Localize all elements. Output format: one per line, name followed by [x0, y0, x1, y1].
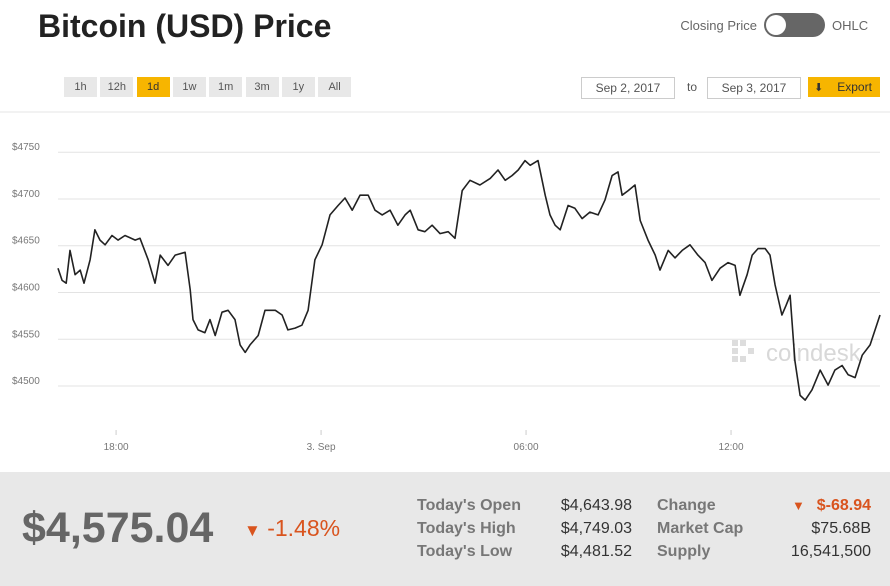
range-button[interactable]: 1d	[136, 77, 170, 97]
stat-value: 16,541,500	[790, 543, 871, 560]
stat-value: $-68.94	[816, 497, 871, 514]
range-button[interactable]: 1y	[281, 77, 315, 97]
toggle-switch[interactable]	[764, 13, 825, 37]
y-tick-label: $4650	[12, 236, 40, 247]
watermark-logo	[732, 340, 754, 362]
current-price: $4,575.04	[22, 504, 214, 552]
export-icon: ⬇	[814, 82, 824, 94]
export-label: Export	[837, 80, 872, 94]
stat-label: Today's High	[417, 520, 516, 537]
stat-value: $4,749.03	[560, 520, 632, 537]
stat-label: Change	[657, 497, 716, 514]
range-button[interactable]: All	[318, 77, 352, 97]
stat-label: Today's Low	[417, 543, 513, 560]
x-tick-label: 06:00	[514, 442, 539, 453]
range-button[interactable]: 3m	[245, 77, 279, 97]
title: Bitcoin (USD) Price	[38, 8, 332, 44]
stat-label: Supply	[657, 543, 711, 560]
date-input[interactable]: Sep 2, 2017	[581, 77, 675, 99]
x-tick-label: 18:00	[104, 442, 129, 453]
y-tick-label: $4750	[12, 142, 40, 153]
change-percent-value: -1.48%	[267, 515, 341, 541]
toggle-knob	[766, 15, 786, 35]
date-input[interactable]: Sep 3, 2017	[707, 77, 801, 99]
down-arrow: ▼	[792, 498, 805, 513]
stat-value: $4,643.98	[560, 497, 632, 514]
summary-panel	[0, 472, 890, 586]
change-percent: ▼ -1.48%	[244, 515, 340, 542]
stat-label: Market Cap	[657, 520, 744, 537]
range-button[interactable]: 12h	[100, 77, 134, 97]
price-line	[57, 159, 881, 401]
toggle-label: OHLC	[832, 18, 869, 33]
stat-label: Today's Open	[417, 497, 521, 514]
x-tick-label: 3. Sep	[307, 442, 336, 453]
stat-value: $4,481.52	[560, 543, 632, 560]
y-tick-label: $4700	[12, 189, 40, 200]
watermark: coindesk	[766, 340, 862, 367]
range-button[interactable]: 1h	[64, 77, 97, 97]
down-arrow: ▼	[244, 521, 261, 540]
range-button[interactable]: 1m	[209, 77, 243, 97]
export-button[interactable]: ⬇ Export	[808, 77, 880, 97]
date-separator: to	[687, 80, 698, 94]
x-tick-label: 12:00	[719, 442, 744, 453]
y-tick-label: $4550	[12, 329, 40, 340]
stat-value: $75.68B	[811, 520, 871, 537]
y-tick-label: $4600	[12, 283, 40, 294]
range-button[interactable]: 1w	[172, 77, 206, 97]
y-tick-label: $4500	[12, 376, 40, 387]
chart: coindesk $4500 $4550 $4600 $4650 $4700 $4750 1…	[0, 111, 890, 453]
toggle-label: Closing Price	[680, 18, 757, 33]
